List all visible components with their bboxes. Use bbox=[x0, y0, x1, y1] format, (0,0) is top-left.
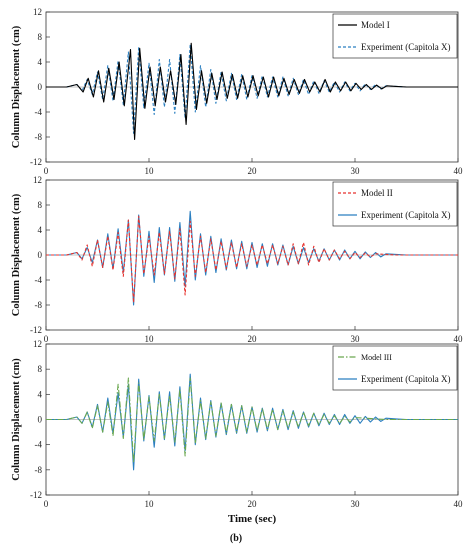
y-axis-label: Column Displacement (cm) bbox=[11, 193, 22, 316]
legend-label: Experiment (Capitola X) bbox=[361, 210, 450, 220]
x-tick-label: 0 bbox=[44, 499, 49, 509]
y-tick-label: -8 bbox=[35, 132, 43, 142]
y-tick-label: -8 bbox=[35, 465, 43, 475]
x-tick-label: 30 bbox=[351, 499, 361, 509]
y-tick-label: 4 bbox=[38, 57, 43, 67]
figure-caption: (b) bbox=[230, 533, 242, 544]
y-tick-label: -4 bbox=[35, 440, 43, 450]
series-line-1 bbox=[46, 215, 458, 304]
y-tick-label: -12 bbox=[30, 157, 42, 167]
x-tick-label: 10 bbox=[145, 499, 155, 509]
y-tick-label: 0 bbox=[38, 82, 43, 92]
y-tick-label: -4 bbox=[35, 275, 43, 285]
chart-panel-1: -12 -8 -4 0 4 8 12 0 10 20 30 40 Column Displacement… bbox=[11, 7, 463, 176]
legend: Model II Experiment (Capitola X) bbox=[332, 181, 458, 227]
y-tick-label: 12 bbox=[33, 339, 42, 349]
x-tick-label: 20 bbox=[248, 166, 258, 176]
legend-box bbox=[332, 13, 458, 59]
y-tick-label: 12 bbox=[33, 7, 42, 17]
series-line-2 bbox=[46, 43, 458, 134]
x-tick-label: 20 bbox=[248, 334, 258, 344]
y-tick-label: 0 bbox=[38, 250, 43, 260]
y-tick-label: -12 bbox=[30, 325, 42, 335]
legend-label: Model I bbox=[361, 20, 390, 30]
x-tick-label: 0 bbox=[44, 166, 49, 176]
y-axis-label: Column Displacement (cm) bbox=[11, 25, 22, 148]
y-tick-label: 4 bbox=[38, 389, 43, 399]
legend-label: Model II bbox=[361, 188, 393, 198]
y-axis-label: Column Displacement (cm) bbox=[11, 358, 22, 481]
legend: Model I Experiment (Capitola X) bbox=[332, 13, 458, 59]
x-axis-label: Time (sec) bbox=[228, 513, 277, 525]
chart-panel-2: -12 -8 -4 0 4 8 12 0 10 20 30 40 Column Displacement… bbox=[11, 175, 463, 344]
x-tick-label: 10 bbox=[145, 334, 155, 344]
x-tick-label: 40 bbox=[454, 499, 464, 509]
y-tick-label: 0 bbox=[38, 415, 43, 425]
chart-panel-3: -12 -8 -4 0 4 8 12 0 10 20 30 40 Column Displacement… bbox=[11, 339, 463, 525]
y-tick-label: 8 bbox=[38, 364, 43, 374]
y-tick-label: -4 bbox=[35, 107, 43, 117]
legend-label: Model III bbox=[361, 353, 392, 362]
series-line-1 bbox=[46, 377, 458, 463]
y-tick-label: -8 bbox=[35, 300, 43, 310]
x-tick-label: 40 bbox=[454, 166, 464, 176]
y-tick-label: 4 bbox=[38, 225, 43, 235]
x-tick-label: 30 bbox=[351, 334, 361, 344]
x-tick-label: 20 bbox=[248, 499, 258, 509]
x-tick-label: 30 bbox=[351, 166, 361, 176]
y-tick-label: 12 bbox=[33, 175, 42, 185]
y-tick-label: -12 bbox=[30, 490, 42, 500]
y-tick-label: 8 bbox=[38, 32, 43, 42]
legend-box bbox=[332, 345, 458, 391]
series-line-1 bbox=[46, 42, 458, 141]
legend: Model III Experiment (Capitola X) bbox=[332, 345, 458, 391]
legend-label: Experiment (Capitola X) bbox=[361, 42, 450, 52]
x-tick-label: 40 bbox=[454, 334, 464, 344]
x-tick-label: 0 bbox=[44, 334, 49, 344]
x-tick-label: 10 bbox=[145, 166, 155, 176]
legend-label: Experiment (Capitola X) bbox=[361, 374, 450, 384]
legend-box bbox=[332, 181, 458, 227]
y-tick-label: 8 bbox=[38, 200, 43, 210]
